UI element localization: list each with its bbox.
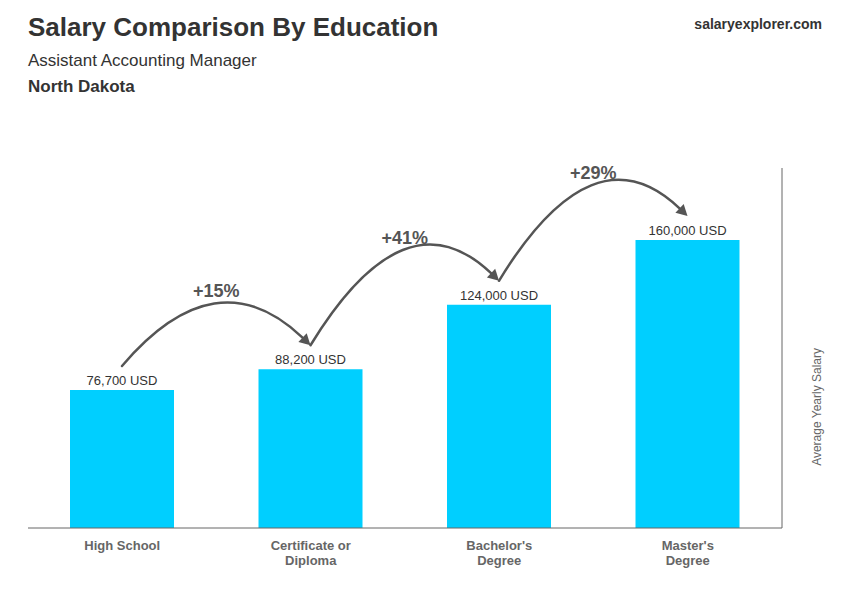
svg-text:124,000 USD: 124,000 USD — [460, 288, 538, 303]
svg-text:Master'sDegree: Master'sDegree — [662, 538, 714, 568]
svg-text:+15%: +15% — [193, 281, 240, 301]
svg-text:High School: High School — [84, 538, 160, 553]
svg-text:88,200 USD: 88,200 USD — [275, 352, 346, 367]
html-text:North Dakota: North Dakota — [28, 77, 135, 96]
svg-text:160,000 USD: 160,000 USD — [648, 223, 726, 238]
svg-text:Certificate orDiploma: Certificate orDiploma — [271, 538, 351, 568]
svg-text:+41%: +41% — [381, 228, 428, 248]
svg-text:+29%: +29% — [570, 163, 617, 183]
html-text:Salary Comparison By Education: Salary Comparison By Education — [28, 12, 439, 42]
svg-text:Bachelor'sDegree: Bachelor'sDegree — [466, 538, 532, 568]
html-text:Assistant Accounting Manager: Assistant Accounting Manager — [28, 51, 257, 70]
html-text:salaryexplorer.com: salaryexplorer.com — [694, 16, 822, 32]
svg-text:Average Yearly Salary: Average Yearly Salary — [810, 348, 824, 466]
svg-text:76,700 USD: 76,700 USD — [87, 373, 158, 388]
